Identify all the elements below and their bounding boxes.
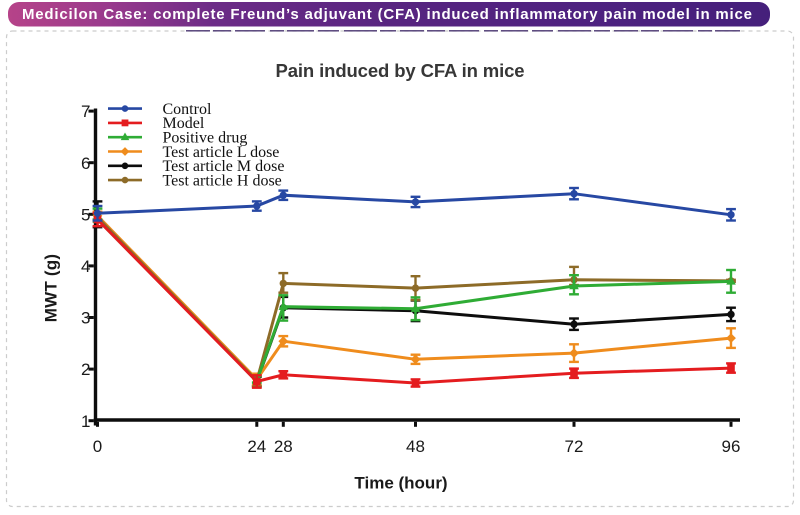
svg-text:0: 0 bbox=[93, 437, 102, 456]
svg-text:5: 5 bbox=[81, 205, 90, 224]
svg-text:1: 1 bbox=[81, 412, 90, 431]
svg-text:72: 72 bbox=[565, 437, 584, 456]
svg-text:Positive drug: Positive drug bbox=[163, 130, 248, 147]
svg-text:Model: Model bbox=[163, 115, 205, 132]
svg-text:96: 96 bbox=[722, 437, 741, 456]
svg-text:Pain induced by CFA in mice: Pain induced by CFA in mice bbox=[276, 60, 525, 81]
svg-text:7: 7 bbox=[81, 102, 90, 121]
svg-text:4: 4 bbox=[81, 257, 90, 276]
svg-text:Test article H dose: Test article H dose bbox=[163, 172, 282, 189]
svg-text:Test article M dose: Test article M dose bbox=[163, 158, 285, 175]
svg-text:MWT (g): MWT (g) bbox=[42, 254, 61, 322]
svg-text:Medicilon Case: complete Freun: Medicilon Case: complete Freund’s adjuva… bbox=[22, 6, 753, 23]
svg-text:48: 48 bbox=[406, 437, 425, 456]
svg-text:28: 28 bbox=[274, 437, 293, 456]
svg-text:2: 2 bbox=[81, 360, 90, 379]
svg-text:3: 3 bbox=[81, 309, 90, 328]
svg-text:6: 6 bbox=[81, 154, 90, 173]
svg-text:24: 24 bbox=[247, 437, 266, 456]
svg-text:Time (hour): Time (hour) bbox=[354, 474, 447, 493]
svg-text:Test article L dose: Test article L dose bbox=[163, 144, 280, 161]
svg-text:Control: Control bbox=[163, 101, 212, 118]
